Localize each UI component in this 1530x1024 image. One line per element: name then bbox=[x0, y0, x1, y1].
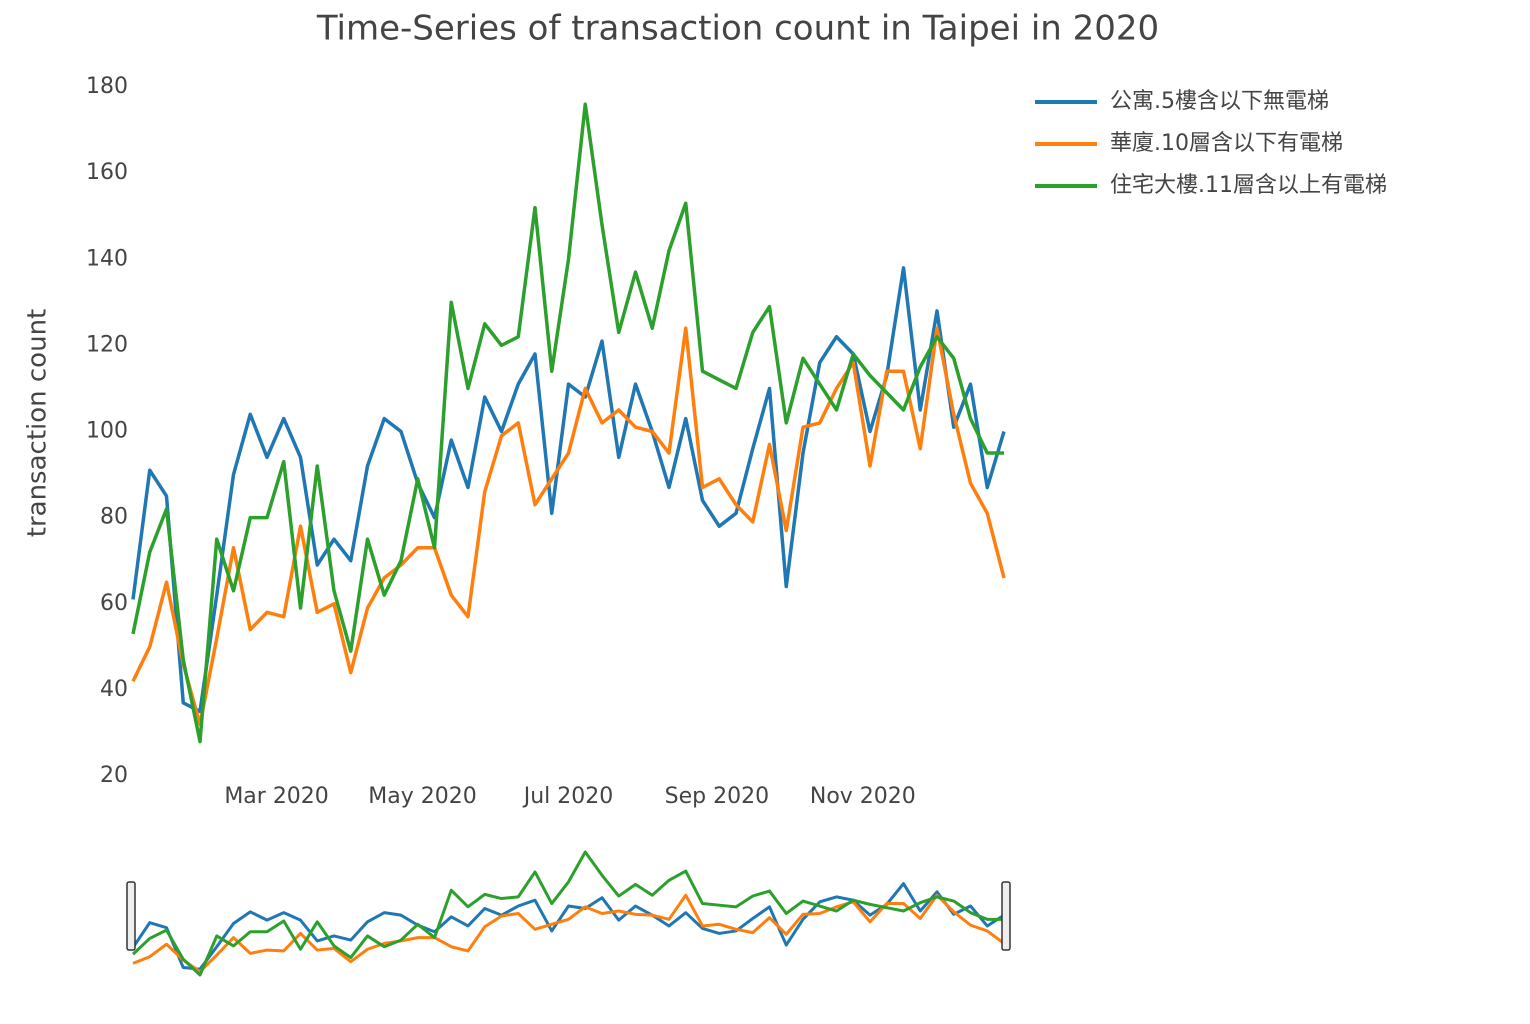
y-tick-label: 160 bbox=[86, 160, 128, 185]
range-slider-handle[interactable] bbox=[1001, 881, 1011, 951]
y-axis-label: transaction count bbox=[23, 309, 53, 538]
y-tick-label: 100 bbox=[86, 419, 128, 444]
range-slider-handle[interactable] bbox=[126, 881, 136, 951]
y-tick-label: 60 bbox=[100, 591, 128, 616]
y-tick-label: 180 bbox=[86, 74, 128, 99]
series-line bbox=[131, 266, 1006, 714]
y-tick-label: 40 bbox=[100, 677, 128, 702]
y-tick-label: 80 bbox=[100, 505, 128, 530]
series-line bbox=[131, 326, 1006, 727]
range-slider-line bbox=[131, 882, 1005, 971]
legend-label: 公寓.5樓含以下無電梯 bbox=[1110, 89, 1329, 114]
y-tick-label: 20 bbox=[100, 763, 128, 788]
legend-label: 住宅大樓.11層含以上有電梯 bbox=[1110, 173, 1387, 198]
legend-label: 華廈.10層含以下有電梯 bbox=[1110, 131, 1343, 156]
y-tick-label: 120 bbox=[86, 332, 128, 357]
range-slider-line bbox=[131, 850, 1004, 977]
x-tick-label: Mar 2020 bbox=[224, 784, 329, 809]
y-tick-label: 140 bbox=[86, 246, 128, 271]
series-line bbox=[131, 102, 1004, 744]
x-tick-label: Nov 2020 bbox=[810, 784, 916, 809]
range-slider-line bbox=[132, 893, 1005, 974]
x-tick-label: Jul 2020 bbox=[522, 784, 614, 809]
x-tick-label: May 2020 bbox=[368, 784, 476, 809]
chart-title: Time-Series of transaction count in Taip… bbox=[316, 9, 1159, 49]
x-tick-label: Sep 2020 bbox=[665, 784, 769, 809]
